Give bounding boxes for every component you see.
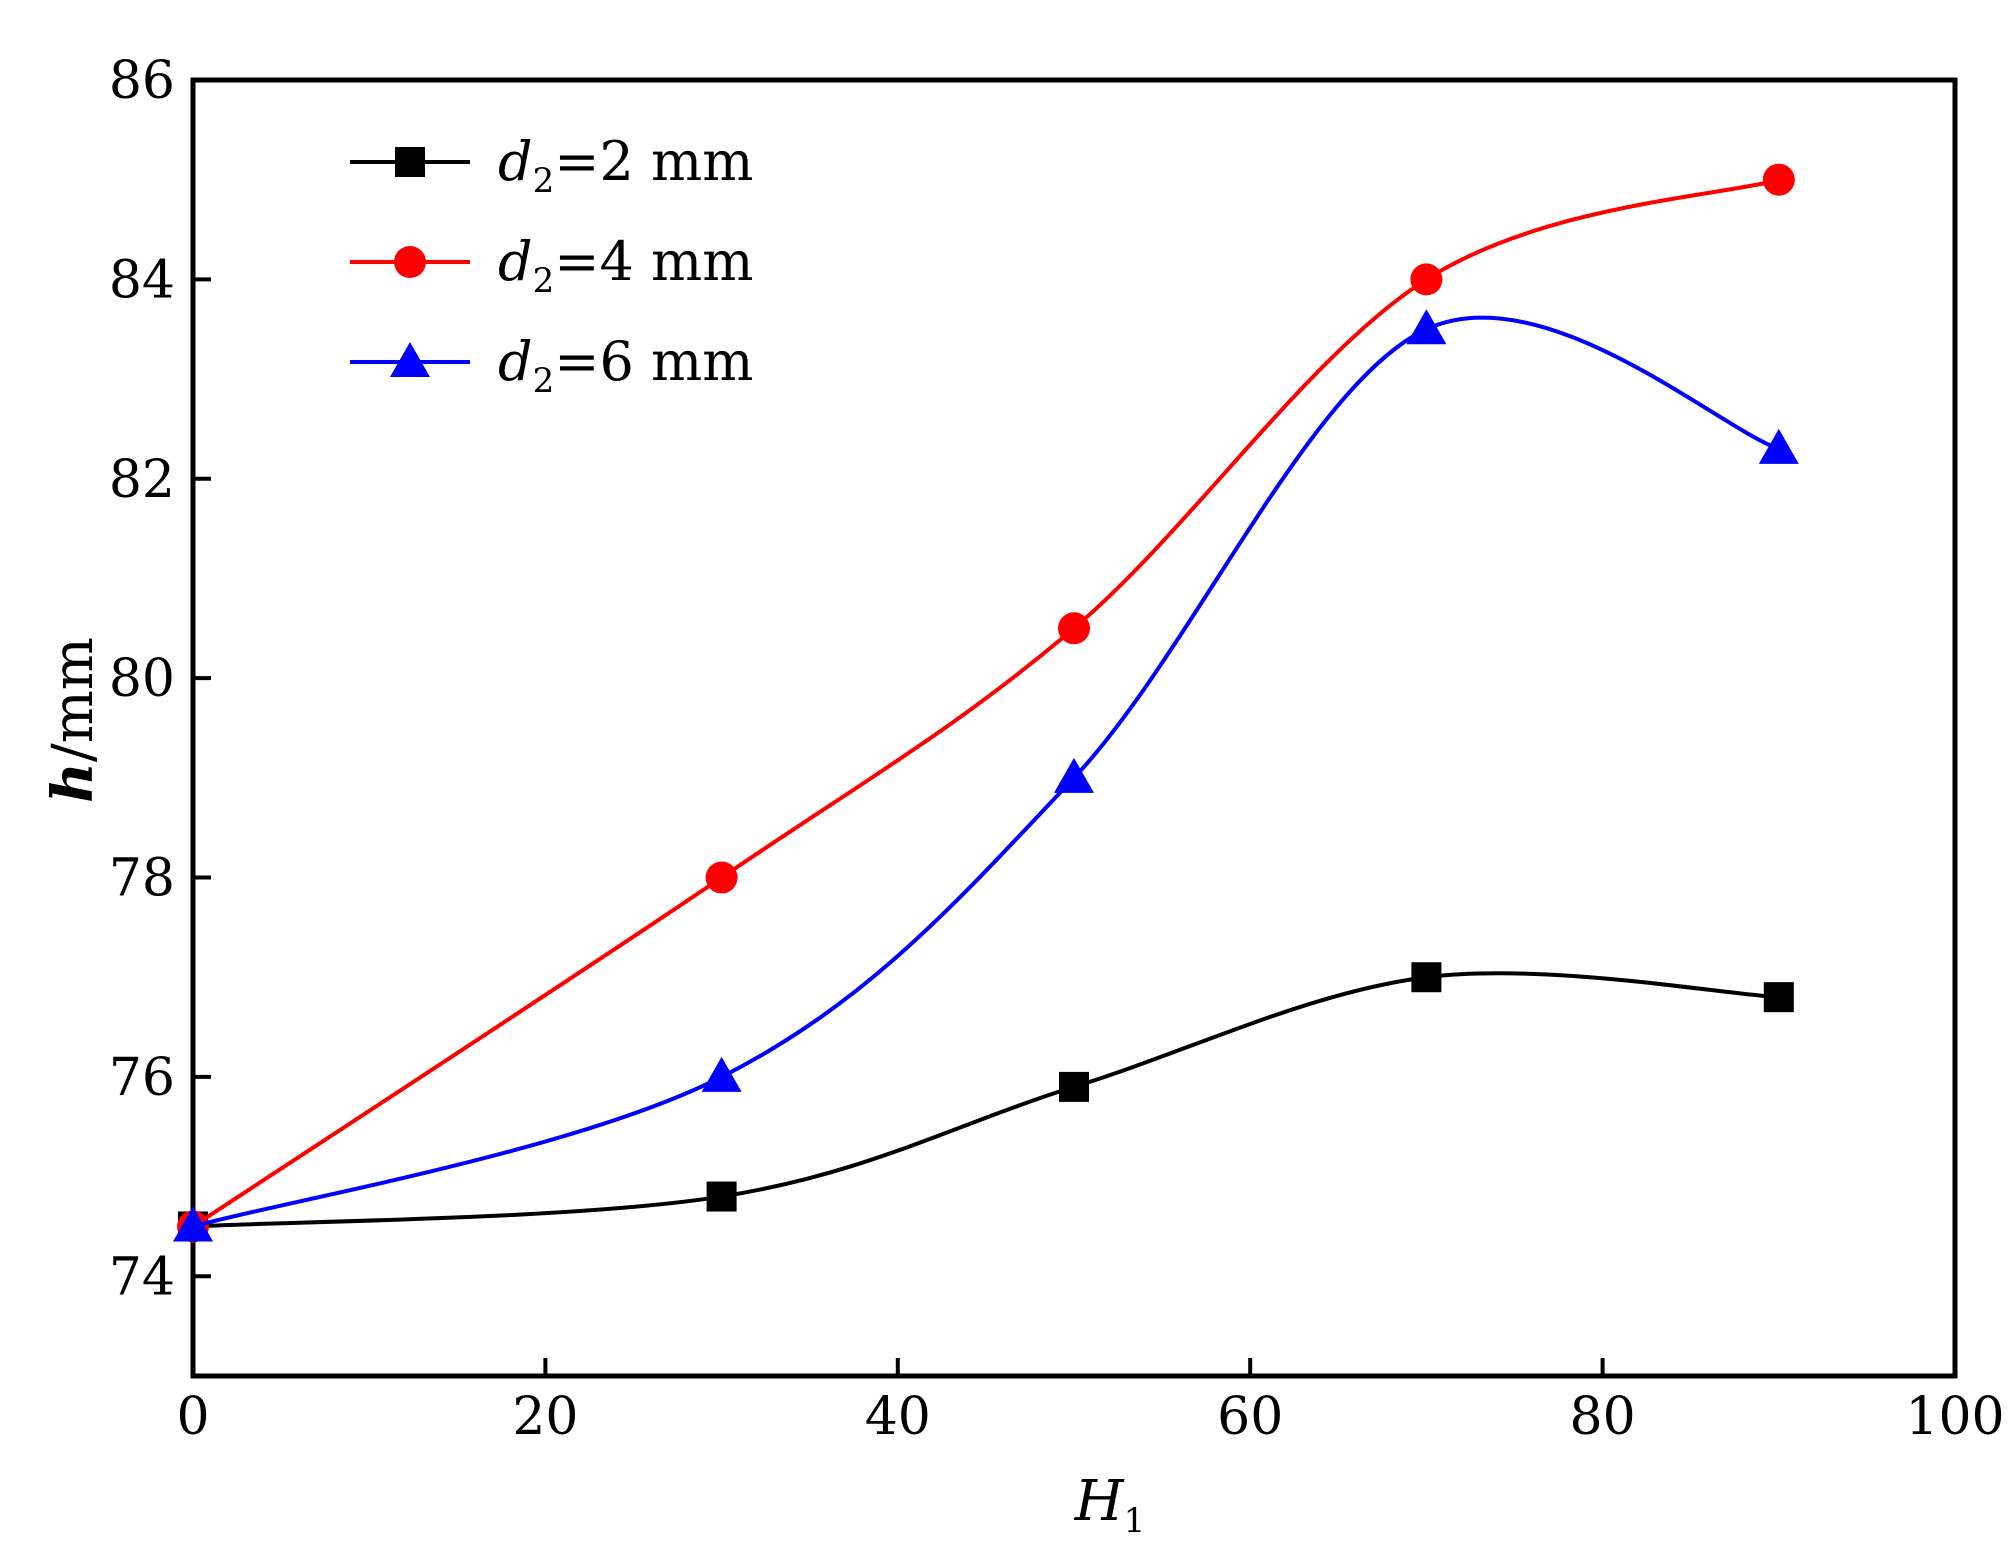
series-1 [178, 962, 1794, 1242]
series-3 [173, 309, 1799, 1242]
x-tick-label: 80 [1570, 1387, 1636, 1447]
series-2 [177, 163, 1795, 1243]
legend: d2=2 mm d2=4 mm d2=6 mm [350, 130, 753, 401]
data-point [1411, 962, 1442, 993]
x-tick-label: 60 [1217, 1387, 1283, 1447]
legend-marker [394, 246, 426, 278]
x-tick-label: 40 [865, 1387, 931, 1447]
legend-label: d2=4 mm [498, 230, 753, 301]
data-point [1058, 612, 1090, 645]
legend-marker [395, 147, 425, 177]
x-axis-title: H1 [1074, 1469, 1145, 1541]
legend-label: d2=6 mm [498, 330, 753, 401]
y-tick-label: 84 [109, 250, 175, 310]
x-tick-label: 20 [512, 1387, 578, 1447]
legend-item: d2=2 mm [350, 130, 753, 201]
data-point [701, 1056, 742, 1092]
legend-marker [390, 342, 430, 377]
x-axis: 0 20 40 60 80 100 [176, 1358, 2005, 1447]
y-axis-title: h/mm [40, 637, 106, 803]
data-point [1763, 982, 1794, 1013]
data-point [1054, 757, 1094, 793]
series-line [192, 971, 1779, 1229]
x-tick-label: 100 [1905, 1387, 2004, 1447]
series-line [192, 315, 1780, 1229]
y-tick-label: 76 [109, 1048, 175, 1108]
data-point [1406, 309, 1447, 345]
data-point [1059, 1071, 1089, 1102]
y-tick-label: 78 [109, 849, 175, 909]
data-point [173, 1206, 213, 1242]
plot-frame [190, 77, 1958, 1379]
data-point [706, 1181, 737, 1212]
y-tick-label: 80 [109, 649, 175, 709]
series-layer [173, 163, 1799, 1243]
data-point [1758, 428, 1799, 464]
y-tick-label: 82 [109, 450, 175, 510]
series-line [191, 177, 1780, 1229]
legend-label: d2=2 mm [498, 130, 753, 201]
x-tick-label: 0 [176, 1387, 209, 1447]
data-point [1410, 263, 1443, 296]
data-point [705, 861, 738, 894]
legend-item: d2=6 mm [350, 330, 753, 401]
y-tick-label: 86 [109, 51, 175, 111]
plot-area [190, 77, 1958, 1379]
legend-item: d2=4 mm [350, 230, 753, 301]
y-tick-label: 74 [109, 1247, 175, 1307]
y-axis: 74 76 78 80 82 84 86 [109, 51, 211, 1307]
data-point [1762, 163, 1795, 196]
